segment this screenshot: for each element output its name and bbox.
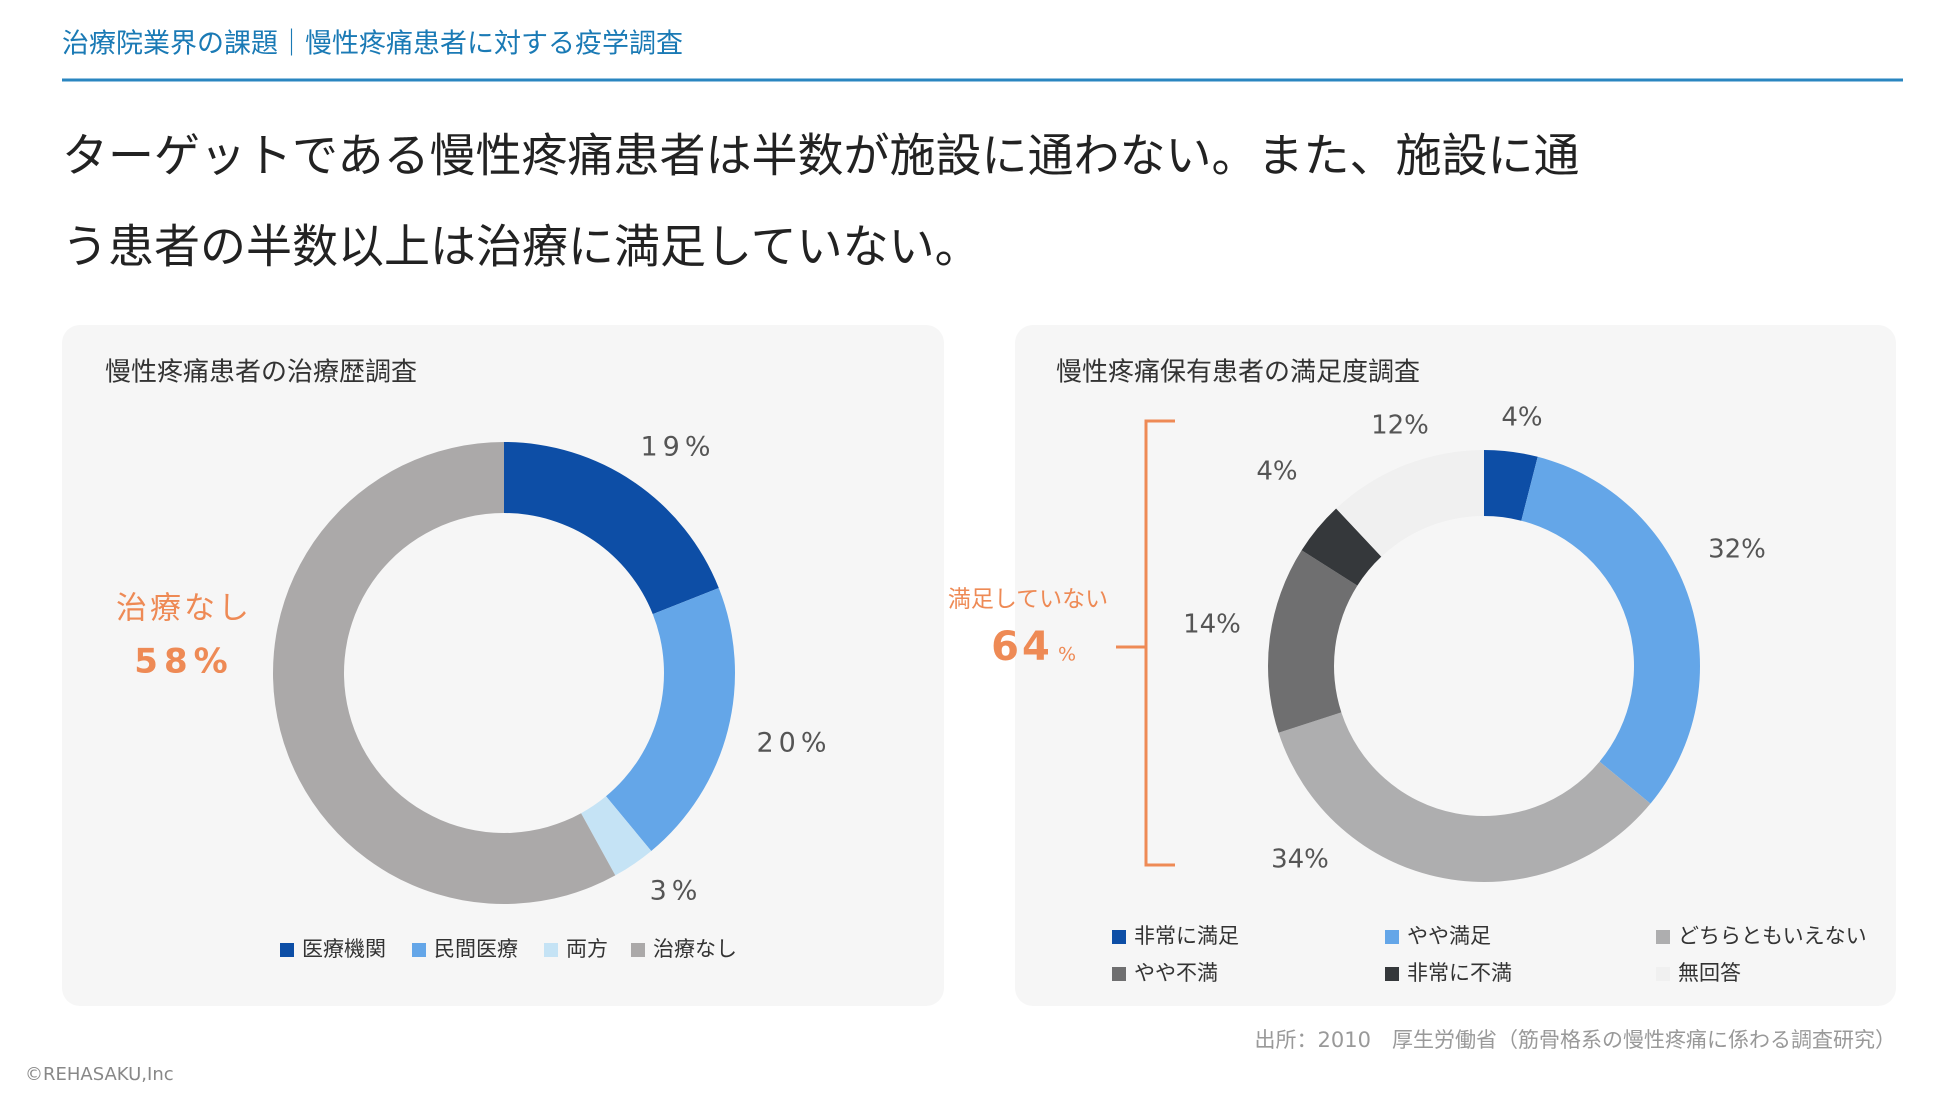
donut-segment <box>1268 550 1358 733</box>
donut-segment <box>1336 450 1484 557</box>
headline: ターゲットである慢性疼痛患者は半数が施設に通わない。また、施設に通 <box>62 129 1580 183</box>
panel <box>62 325 944 1006</box>
chart-title: 慢性疼痛保有患者の満足度調査 <box>1056 358 1420 388</box>
legend-swatch <box>280 943 294 957</box>
legend-swatch <box>1385 930 1399 944</box>
value-label: 34% <box>1271 845 1329 875</box>
bracket-label: 満足していない <box>948 587 1108 613</box>
value-label: 12% <box>1371 411 1429 441</box>
value-label: 20% <box>756 728 831 759</box>
headline: う患者の半数以上は治療に満足していない。 <box>62 220 981 274</box>
legend-swatch <box>1656 930 1670 944</box>
legend-label: 非常に不満 <box>1407 961 1512 985</box>
legend-label: 治療なし <box>653 937 737 961</box>
legend-swatch <box>631 943 645 957</box>
copyright: ©REHASAKU,Inc <box>25 1064 174 1085</box>
legend-swatch <box>412 943 426 957</box>
legend-swatch <box>1112 930 1126 944</box>
bracket <box>1116 419 1175 867</box>
value-label: 3% <box>650 876 703 907</box>
legend-label: 無回答 <box>1678 961 1741 985</box>
value-label: 4% <box>1501 403 1542 433</box>
legend-label: 民間医療 <box>434 937 518 961</box>
chart-title: 慢性疼痛患者の治療歴調査 <box>105 358 417 388</box>
legend-label: やや不満 <box>1134 961 1218 985</box>
value-label: 14% <box>1183 610 1241 640</box>
legend-swatch <box>544 943 558 957</box>
value-label: 32% <box>1708 535 1766 565</box>
bracket-value: 64 <box>991 624 1053 670</box>
header-title: 治療院業界の課題｜慢性疼痛患者に対する疫学調査 <box>62 29 683 60</box>
legend-label: やや満足 <box>1407 924 1491 948</box>
donut-segment <box>605 587 735 851</box>
panel <box>1015 325 1896 1006</box>
source: 出所：2010 厚生労働省（筋骨格系の慢性疼痛に係わる調査研究） <box>1255 1028 1896 1052</box>
value-label: 4% <box>1256 457 1297 487</box>
donut-segment <box>1301 508 1382 586</box>
legend-label: 両方 <box>566 937 608 961</box>
donut-segment <box>1484 450 1538 521</box>
legend-label: どちらともいえない <box>1678 924 1867 948</box>
legend-swatch <box>1385 967 1399 981</box>
legend-swatch <box>1656 967 1670 981</box>
donut-segment <box>581 796 652 876</box>
donut-segment <box>1521 456 1700 804</box>
bracket-unit: % <box>1058 644 1076 666</box>
donut-segment <box>272 442 616 904</box>
highlight-value: 58% <box>134 642 233 682</box>
value-label: 19% <box>640 432 715 463</box>
donut-segment <box>1278 712 1651 883</box>
legend-label: 医療機関 <box>302 937 386 961</box>
legend-label: 非常に満足 <box>1134 924 1239 948</box>
legend-swatch <box>1112 967 1126 981</box>
donut-segment <box>504 442 719 615</box>
highlight-category: 治療なし <box>116 591 252 627</box>
